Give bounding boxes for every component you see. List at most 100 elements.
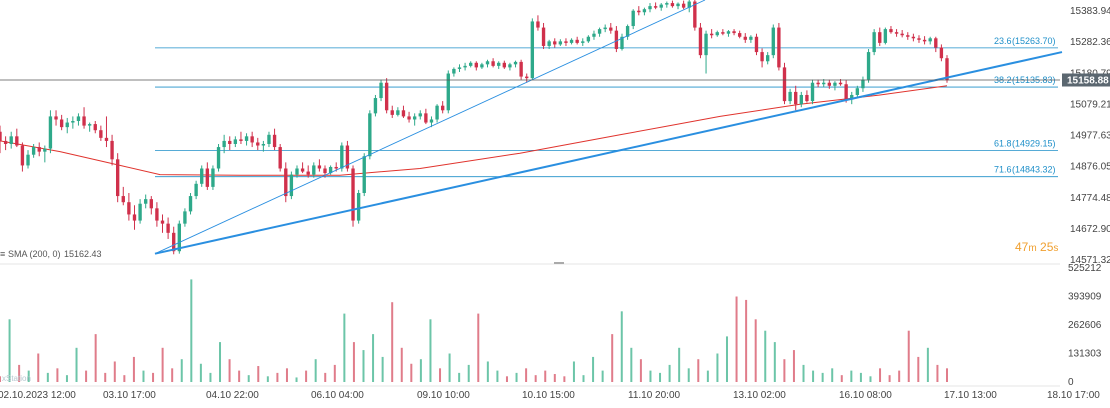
volume-bar: [142, 370, 145, 382]
volume-bar: [592, 356, 595, 382]
volume-bar: [888, 375, 891, 382]
candle-body: [709, 33, 714, 36]
volume-bar: [285, 368, 288, 382]
volume-bar: [496, 370, 499, 382]
candle-body: [110, 140, 114, 160]
volume-bar: [458, 372, 461, 382]
pane-resize-handle[interactable]: [554, 262, 564, 264]
volume-bar: [917, 356, 920, 382]
volume-bar: [936, 364, 939, 382]
volume-bar: [94, 334, 97, 382]
candle-body: [205, 168, 210, 187]
volume-bar: [563, 376, 566, 382]
candle-body: [317, 165, 322, 169]
candle-body: [216, 147, 221, 169]
candle-body: [883, 29, 888, 43]
candle-body: [597, 29, 602, 34]
candle-body: [939, 47, 944, 59]
price-axis[interactable]: 15383.9415282.3615180.7915079.2114977.63…: [1068, 6, 1110, 388]
candle-body: [519, 61, 523, 77]
volume-bar: [257, 366, 260, 382]
candle-body: [760, 52, 764, 62]
volume-bar: [505, 376, 508, 382]
candle-body: [648, 6, 652, 10]
sma-curve: [0, 85, 948, 176]
volume-bar: [65, 375, 68, 382]
candle-body: [894, 32, 899, 34]
candle-body: [698, 27, 703, 56]
volume-bar: [362, 350, 365, 382]
candle-body: [586, 36, 591, 42]
volume-bar: [544, 370, 547, 382]
volume-bar: [75, 347, 78, 382]
volume-bar: [276, 372, 279, 382]
candle-body: [446, 73, 450, 111]
candle-body: [149, 199, 153, 209]
candle-body: [603, 27, 607, 30]
candle-body: [160, 220, 165, 224]
candle-body: [754, 36, 759, 53]
candle-body: [115, 159, 120, 197]
candle-body: [3, 140, 8, 144]
volume-bar: [113, 361, 116, 382]
candle-body: [508, 64, 512, 68]
candle-body: [771, 27, 775, 56]
candle-body: [200, 168, 204, 184]
candle-body: [211, 168, 215, 187]
candle-body: [850, 94, 854, 100]
time-axis[interactable]: 02.10.2023 12:00 03.10 17:00 04.10 22:00 06…: [0, 385, 1100, 401]
candle-body: [670, 3, 675, 7]
candle-body: [233, 139, 238, 144]
fib-ratio-0: 23.6: [994, 36, 1012, 46]
price-tick-5: 14876.05: [1070, 162, 1110, 173]
volume-bar: [706, 370, 709, 382]
candle-body: [15, 136, 19, 146]
volume-bar: [572, 361, 575, 382]
fibonacci-levels: 23.6 (15263.70)38.2 (15135.83)61.8 (14929.1…: [155, 36, 1058, 178]
candle-body: [390, 110, 394, 115]
candle-body: [872, 32, 876, 53]
price-tick-1: 15282.36: [1070, 37, 1110, 48]
candle-body: [469, 62, 473, 66]
trend-lines[interactable]: [154, 0, 1063, 255]
volume-bar: [515, 372, 518, 382]
candle-body: [474, 62, 478, 68]
candle-body: [704, 33, 708, 56]
candle-body: [379, 82, 383, 99]
volume-bar: [0, 376, 1, 382]
candle-body: [844, 84, 848, 100]
candle-body: [132, 214, 137, 221]
watermark: xStation: [2, 374, 31, 383]
volume-bar: [333, 364, 336, 382]
sma-legend-value: 15162.43: [64, 249, 102, 259]
candle-body: [743, 36, 747, 40]
volume-bar: [534, 375, 537, 382]
candle-body: [569, 39, 574, 43]
candle-body: [356, 193, 361, 221]
volume-bar: [8, 319, 11, 382]
volume-bar: [477, 313, 480, 382]
volume-bar: [649, 370, 652, 382]
candle-body: [368, 113, 372, 157]
volume-bar: [467, 364, 470, 382]
candle-body: [822, 82, 826, 85]
volume-bar: [630, 347, 633, 382]
volume-bar: [754, 319, 757, 382]
candle-body: [429, 119, 434, 123]
candle-body: [816, 82, 820, 85]
fib-price-2: (14929.15): [1012, 138, 1056, 148]
volume-bar: [85, 370, 88, 382]
volume-bar: [27, 370, 30, 382]
time-tick-7: 13.10 02:00: [733, 390, 786, 401]
candle-body: [878, 32, 882, 43]
volume-bar: [324, 372, 327, 382]
volume-bar: [448, 353, 451, 382]
candle-body: [631, 10, 635, 27]
candle-body: [384, 82, 389, 111]
volume-bar: [190, 279, 193, 382]
volume-bar: [611, 334, 614, 382]
price-tick-0: 15383.94: [1070, 6, 1110, 17]
volume-bar: [56, 368, 59, 382]
volume-bar: [907, 330, 910, 382]
